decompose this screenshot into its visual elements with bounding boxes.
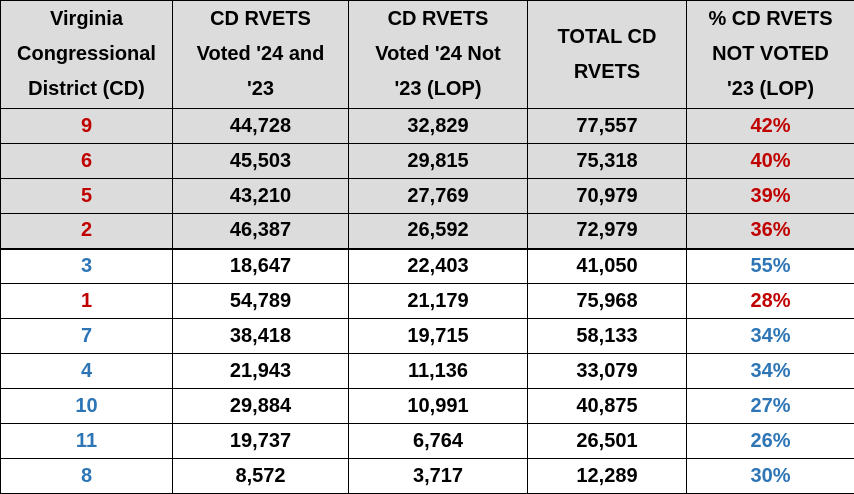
header-district: Virginia Congressional District (CD) [1,1,173,109]
cell-district: 9 [1,109,173,144]
cell-voted-24-not-23: 3,717 [349,459,528,494]
cell-pct-not-voted: 34% [687,319,854,354]
cell-pct-not-voted: 28% [687,284,854,319]
cell-voted-24-and-23: 19,737 [173,424,349,459]
header-line: '23 [175,72,346,107]
cell-pct-not-voted: 26% [687,424,854,459]
header-voted-24-not-23: CD RVETS Voted '24 Not '23 (LOP) [349,1,528,109]
cell-pct-not-voted: 40% [687,144,854,179]
header-total: TOTAL CD RVETS [528,1,687,109]
cell-district: 11 [1,424,173,459]
cell-voted-24-not-23: 22,403 [349,249,528,284]
cell-pct-not-voted: 30% [687,459,854,494]
cell-total: 58,133 [528,319,687,354]
cell-pct-not-voted: 55% [687,249,854,284]
cell-total: 70,979 [528,179,687,214]
cell-voted-24-and-23: 21,943 [173,354,349,389]
header-line: District (CD) [3,72,170,107]
table-row: 3 18,647 22,403 41,050 55% [1,249,854,284]
header-line: % CD RVETS [689,2,852,37]
cell-voted-24-not-23: 32,829 [349,109,528,144]
table-row: 4 21,943 11,136 33,079 34% [1,354,854,389]
cell-voted-24-and-23: 46,387 [173,214,349,249]
cell-pct-not-voted: 36% [687,214,854,249]
table-row: 10 29,884 10,991 40,875 27% [1,389,854,424]
cell-pct-not-voted: 42% [687,109,854,144]
cell-voted-24-not-23: 19,715 [349,319,528,354]
table-body: 9 44,728 32,829 77,557 42% 6 45,503 29,8… [1,109,854,494]
header-line: Voted '24 and [175,37,346,72]
cell-voted-24-not-23: 10,991 [349,389,528,424]
header-line: Virginia [3,2,170,37]
cell-total: 77,557 [528,109,687,144]
cell-voted-24-not-23: 6,764 [349,424,528,459]
cell-voted-24-not-23: 11,136 [349,354,528,389]
header-pct-not-voted: % CD RVETS NOT VOTED '23 (LOP) [687,1,854,109]
cell-voted-24-and-23: 38,418 [173,319,349,354]
cell-total: 75,318 [528,144,687,179]
table-row: 2 46,387 26,592 72,979 36% [1,214,854,249]
header-line: '23 (LOP) [351,72,525,107]
table-row: 9 44,728 32,829 77,557 42% [1,109,854,144]
cell-voted-24-not-23: 21,179 [349,284,528,319]
table-row: 5 43,210 27,769 70,979 39% [1,179,854,214]
table-row: 6 45,503 29,815 75,318 40% [1,144,854,179]
cell-district: 5 [1,179,173,214]
cell-district: 3 [1,249,173,284]
cell-district: 2 [1,214,173,249]
cell-voted-24-not-23: 29,815 [349,144,528,179]
header-line: RVETS [530,55,684,90]
table-header: Virginia Congressional District (CD) CD … [1,1,854,109]
cell-total: 40,875 [528,389,687,424]
table-row: 1 54,789 21,179 75,968 28% [1,284,854,319]
cell-voted-24-and-23: 29,884 [173,389,349,424]
cell-total: 41,050 [528,249,687,284]
header-line: NOT VOTED [689,37,852,72]
table-row: 7 38,418 19,715 58,133 34% [1,319,854,354]
cell-voted-24-and-23: 44,728 [173,109,349,144]
cell-pct-not-voted: 39% [687,179,854,214]
cell-district: 4 [1,354,173,389]
cell-total: 26,501 [528,424,687,459]
table-row: 11 19,737 6,764 26,501 26% [1,424,854,459]
cell-total: 75,968 [528,284,687,319]
cell-total: 12,289 [528,459,687,494]
header-line: Voted '24 Not [351,37,525,72]
cell-district: 7 [1,319,173,354]
cell-voted-24-and-23: 54,789 [173,284,349,319]
table-row: 8 8,572 3,717 12,289 30% [1,459,854,494]
header-line: CD RVETS [351,2,525,37]
cell-district: 6 [1,144,173,179]
cell-voted-24-not-23: 27,769 [349,179,528,214]
cell-voted-24-and-23: 43,210 [173,179,349,214]
header-row: Virginia Congressional District (CD) CD … [1,1,854,109]
cell-district: 10 [1,389,173,424]
cell-district: 8 [1,459,173,494]
cell-voted-24-and-23: 45,503 [173,144,349,179]
cell-voted-24-and-23: 8,572 [173,459,349,494]
header-voted-24-and-23: CD RVETS Voted '24 and '23 [173,1,349,109]
cell-total: 72,979 [528,214,687,249]
header-line: TOTAL CD [530,20,684,55]
cell-pct-not-voted: 27% [687,389,854,424]
cell-district: 1 [1,284,173,319]
header-line: Congressional [3,37,170,72]
cell-voted-24-and-23: 18,647 [173,249,349,284]
header-line: CD RVETS [175,2,346,37]
cell-pct-not-voted: 34% [687,354,854,389]
cell-total: 33,079 [528,354,687,389]
header-line: '23 (LOP) [689,72,852,107]
cell-voted-24-not-23: 26,592 [349,214,528,249]
